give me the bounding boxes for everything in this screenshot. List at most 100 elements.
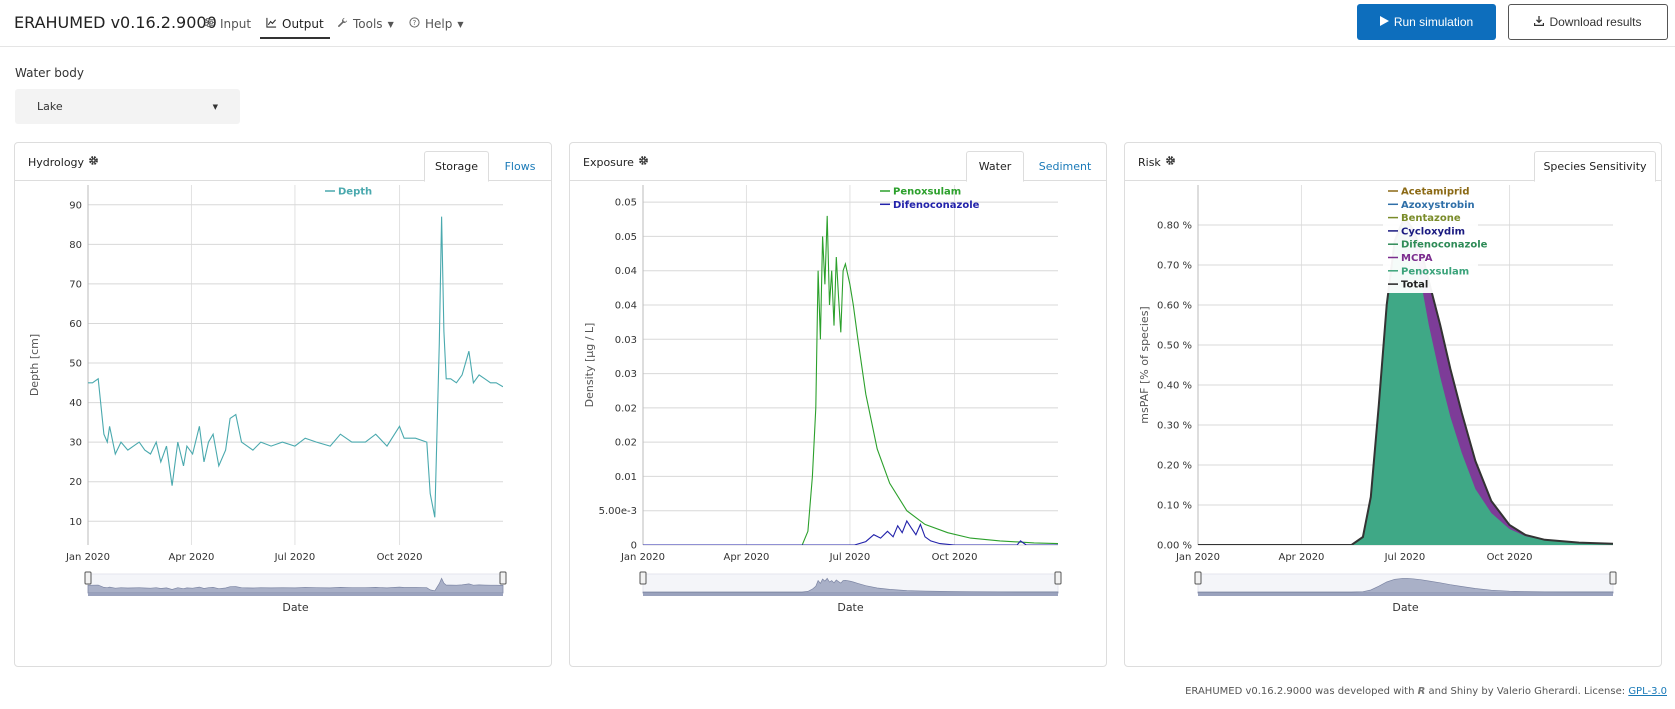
legend-background bbox=[1383, 183, 1478, 293]
y-tick-label: 70 bbox=[69, 279, 82, 290]
tab-sediment[interactable]: Sediment bbox=[1038, 160, 1092, 173]
legend-entry: Depth bbox=[338, 187, 372, 198]
sliders-icon bbox=[204, 17, 215, 31]
nav-tools[interactable]: Tools ▼ bbox=[337, 10, 394, 38]
y-tick-label: 0.02 bbox=[615, 438, 637, 449]
y-axis-label: Depth [cm] bbox=[28, 334, 41, 396]
exposure-title-text: Exposure bbox=[583, 155, 634, 169]
gear-icon[interactable] bbox=[1165, 155, 1176, 169]
legend-entry: Difenoconazole bbox=[893, 200, 980, 211]
water-body-select[interactable]: Lake ▼ bbox=[15, 89, 240, 124]
range-handle bbox=[639, 571, 647, 585]
tab-flows[interactable]: Flows bbox=[504, 160, 536, 173]
download-results-label: Download results bbox=[1549, 15, 1642, 29]
series-difenoconazole bbox=[643, 519, 1058, 545]
tab-storage[interactable]: Storage bbox=[424, 151, 489, 182]
tab-water[interactable]: Water bbox=[966, 151, 1024, 182]
y-tick-label: 0.10 % bbox=[1157, 501, 1192, 512]
play-icon bbox=[1379, 15, 1389, 29]
footer-prefix: ERAHUMED v0.16.2.9000 was developed with bbox=[1185, 686, 1415, 697]
range-handle bbox=[1054, 571, 1062, 585]
y-tick-label: 40 bbox=[69, 398, 82, 409]
line-chart-icon bbox=[266, 17, 277, 31]
y-tick-label: 0.01 bbox=[615, 472, 637, 483]
legend-entry: Penoxsulam bbox=[1401, 266, 1469, 277]
hydrology-card: Hydrology Storage Flows Jan 2020 Apr 2020… bbox=[14, 142, 552, 667]
hydrology-plot[interactable]: Jan 2020 Apr 2020 Jul 2020 Oct 2020 10 20 30 40… bbox=[15, 181, 551, 666]
y-tick-label: 0.30 % bbox=[1157, 421, 1192, 432]
risk-plot[interactable]: Jan 2020 Apr 2020 Jul 2020 Oct 2020 0.00 % 0.… bbox=[1125, 181, 1661, 666]
y-tick-label: 0.05 bbox=[615, 198, 637, 209]
range-navigator-scrollbar bbox=[643, 593, 1058, 596]
y-tick-label: 0.05 bbox=[615, 232, 637, 243]
download-results-button[interactable]: Download results bbox=[1508, 4, 1668, 40]
y-tick-label: 0.40 % bbox=[1157, 381, 1192, 392]
y-tick-label: 0.03 bbox=[615, 369, 637, 380]
nav-help-label: Help bbox=[425, 17, 453, 31]
run-simulation-label: Run simulation bbox=[1393, 15, 1474, 29]
x-tick-label: Jul 2020 bbox=[1384, 552, 1426, 563]
legend-entry: Penoxsulam bbox=[893, 187, 961, 198]
x-tick-label: Oct 2020 bbox=[932, 552, 978, 563]
x-tick-label: Apr 2020 bbox=[1278, 552, 1324, 563]
gear-icon[interactable] bbox=[88, 155, 99, 169]
risk-card-header: Risk Species Sensitivity bbox=[1125, 143, 1661, 182]
svg-text:?: ? bbox=[413, 19, 417, 27]
nav-output-label: Output bbox=[282, 16, 324, 31]
y-tick-label: 0 bbox=[631, 541, 637, 552]
x-tick-label: Apr 2020 bbox=[168, 552, 214, 563]
download-icon bbox=[1534, 15, 1545, 29]
license-link[interactable]: GPL-3.0 bbox=[1628, 686, 1667, 697]
x-tick-label: Jul 2020 bbox=[274, 552, 316, 563]
tab-species-sensitivity[interactable]: Species Sensitivity bbox=[1534, 151, 1656, 182]
legend-entry: MCPA bbox=[1401, 253, 1433, 264]
range-navigator-scrollbar bbox=[1198, 593, 1613, 596]
risk-card: Risk Species Sensitivity Jan 2020 Apr 202… bbox=[1124, 142, 1662, 667]
hydrology-title: Hydrology bbox=[28, 155, 99, 169]
x-tick-label: Oct 2020 bbox=[1487, 552, 1533, 563]
y-tick-label: 0.50 % bbox=[1157, 341, 1192, 352]
nav-help[interactable]: ? Help ▼ bbox=[409, 10, 464, 38]
legend-entry: Difenoconazole bbox=[1401, 240, 1488, 251]
y-tick-label: 5.00e-3 bbox=[599, 506, 637, 517]
y-tick-label: 0.60 % bbox=[1157, 301, 1192, 312]
x-tick-label: Jul 2020 bbox=[829, 552, 871, 563]
app-brand: ERAHUMED v0.16.2.9000 bbox=[14, 13, 217, 32]
footer-mid: and Shiny by Valerio Gherardi. License: bbox=[1428, 686, 1626, 697]
run-simulation-button[interactable]: Run simulation bbox=[1357, 4, 1496, 40]
y-tick-label: 60 bbox=[69, 319, 82, 330]
nav-tools-label: Tools bbox=[353, 17, 383, 31]
y-tick-label: 0.20 % bbox=[1157, 461, 1192, 472]
range-handle bbox=[1609, 571, 1617, 585]
y-tick-label: 0.04 bbox=[615, 301, 637, 312]
nav-input[interactable]: Input bbox=[204, 10, 251, 38]
exposure-title: Exposure bbox=[583, 155, 649, 169]
range-navigator-preview bbox=[642, 577, 1059, 594]
risk-title: Risk bbox=[1138, 155, 1176, 169]
hydrology-card-header: Hydrology Storage Flows bbox=[15, 143, 551, 182]
nav-input-label: Input bbox=[220, 17, 252, 31]
exposure-plot[interactable]: Jan 2020 Apr 2020 Jul 2020 Oct 2020 0 5.00e-3… bbox=[570, 181, 1106, 666]
nav-output[interactable]: Output bbox=[260, 10, 330, 39]
y-tick-label: 80 bbox=[69, 240, 82, 251]
series-depth bbox=[88, 216, 503, 518]
wrench-icon bbox=[337, 17, 348, 31]
y-tick-label: 0.70 % bbox=[1157, 261, 1192, 272]
x-tick-label: Jan 2020 bbox=[620, 552, 665, 563]
y-tick-label: 0.00 % bbox=[1157, 541, 1192, 552]
caret-down-icon: ▼ bbox=[387, 19, 394, 29]
legend-entry: Acetamiprid bbox=[1401, 187, 1470, 198]
gear-icon[interactable] bbox=[638, 155, 649, 169]
legend-entry: Cycloxydim bbox=[1401, 226, 1465, 237]
series-penoxsulam bbox=[643, 215, 1058, 545]
y-axis-label: Density [µg / L] bbox=[583, 323, 596, 408]
legend-entry: Total bbox=[1401, 280, 1428, 291]
navbar: ERAHUMED v0.16.2.9000 Input Output Tools… bbox=[0, 0, 1675, 47]
area-penoxsulam bbox=[1198, 225, 1613, 545]
y-tick-label: 90 bbox=[69, 200, 82, 211]
x-axis-label: Date bbox=[837, 601, 864, 614]
range-navigator-preview bbox=[1197, 578, 1614, 594]
y-tick-label: 10 bbox=[69, 517, 82, 528]
y-tick-label: 20 bbox=[69, 477, 82, 488]
x-axis-label: Date bbox=[1392, 601, 1419, 614]
